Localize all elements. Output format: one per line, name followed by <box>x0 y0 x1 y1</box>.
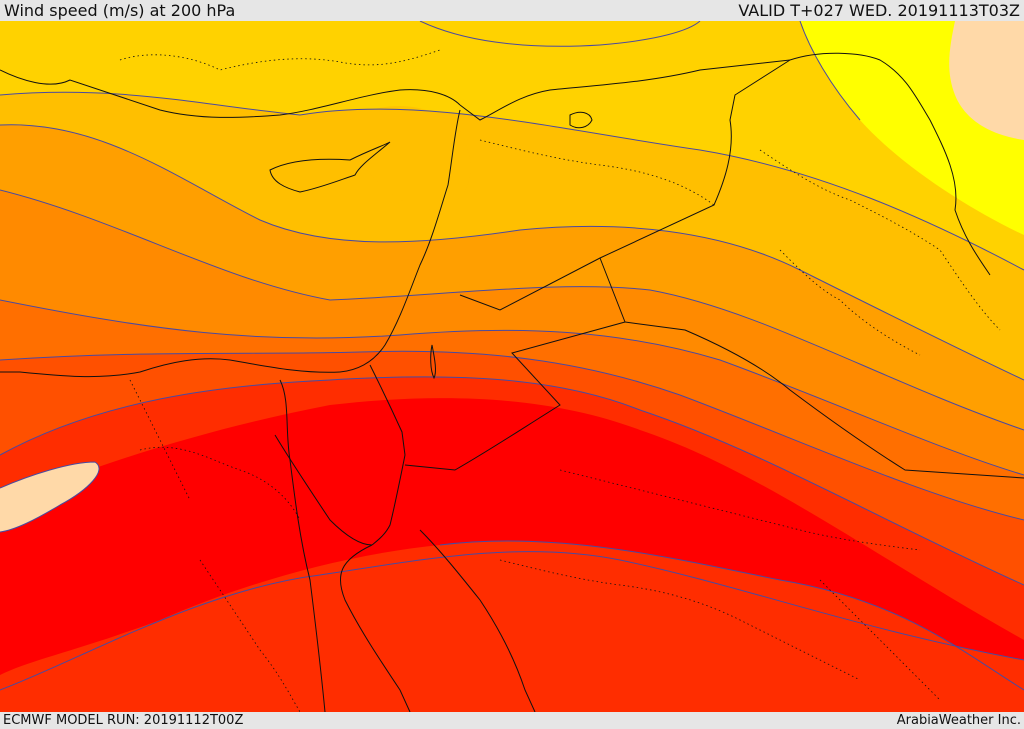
coastline-levant <box>339 109 461 373</box>
subregion-5 <box>139 446 301 521</box>
contour-7 <box>0 551 1024 691</box>
coastline-egypt-north <box>0 358 341 378</box>
border-turkey-syria <box>459 59 791 121</box>
contour-3 <box>0 189 1024 431</box>
contour-6 <box>0 376 1024 586</box>
light-area-w <box>0 462 100 532</box>
subregion-3 <box>759 149 1001 331</box>
contour-10 <box>439 540 1024 691</box>
subregion-8 <box>559 469 921 551</box>
contour-5 <box>0 350 1024 521</box>
credit-text: ArabiaWeather Inc. <box>896 713 1021 728</box>
contour-2 <box>0 124 1024 381</box>
contour-11 <box>419 21 701 47</box>
orange-tongue-north <box>350 106 471 211</box>
subregion-2 <box>479 139 715 206</box>
border-saudi-iraq <box>624 321 1024 479</box>
red-sea-west-coast <box>339 544 411 712</box>
cyprus-outline <box>269 141 391 193</box>
contour-9 <box>799 21 861 121</box>
border-syria-iraq <box>459 59 791 311</box>
contour-1 <box>0 91 1024 271</box>
red-sea-east-coast <box>419 529 536 712</box>
dead-sea <box>430 344 436 380</box>
map-title: Wind speed (m/s) at 200 hPa <box>4 1 236 20</box>
header-bar: Wind speed (m/s) at 200 hPa VALID T+027 … <box>0 0 1024 21</box>
contour-8 <box>0 461 100 533</box>
contour-4 <box>0 299 1024 476</box>
wind-speed-map <box>0 21 1024 712</box>
border-egypt-israel <box>369 364 406 456</box>
nile-river <box>279 379 326 712</box>
border-iraq-iran <box>789 52 991 276</box>
gulf-of-suez <box>274 434 373 546</box>
light-area-ne <box>949 21 1024 140</box>
lake-van <box>569 111 593 129</box>
gulf-of-aqaba <box>371 454 406 546</box>
subregion-6 <box>199 559 301 712</box>
subregion-9 <box>819 579 941 701</box>
border-jordan-saudi <box>404 257 626 471</box>
model-run: ECMWF MODEL RUN: 20191112T00Z <box>3 713 244 728</box>
footer-bar: ECMWF MODEL RUN: 20191112T00Z ArabiaWeat… <box>0 712 1024 729</box>
band-8 <box>0 398 1024 690</box>
coastline-turkey-south <box>0 69 461 118</box>
band-9 <box>0 551 1024 712</box>
subregion-7 <box>499 559 861 681</box>
valid-time: VALID T+027 WED. 20191113T03Z <box>738 1 1020 20</box>
